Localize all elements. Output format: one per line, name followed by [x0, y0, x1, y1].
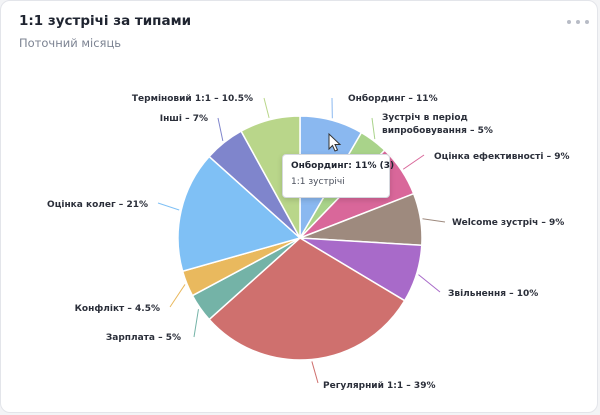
card-subtitle: Поточний місяць [19, 36, 122, 50]
more-horizontal-icon[interactable] [567, 17, 589, 27]
pie-slice[interactable] [177, 155, 302, 273]
leader-line [217, 117, 224, 142]
slice-label: Регулярний 1:1 – 39% [323, 381, 435, 391]
more-dot [576, 20, 580, 24]
leader-line [157, 202, 180, 211]
cursor-icon [328, 132, 342, 152]
tooltip-title: Онбординг: 11% (3) [291, 161, 395, 171]
leader-line [263, 97, 270, 119]
leader-line [418, 274, 441, 293]
card-title: 1:1 зустрічі за типами [19, 13, 192, 29]
slice-label: Терміновий 1:1 – 10.5% [132, 93, 253, 104]
slice-label: Звільнення – 10% [448, 288, 538, 299]
leader-line [193, 309, 199, 338]
slice-label: Інші – 7% [160, 113, 208, 124]
slice-label: Оцінка колег – 21% [47, 199, 148, 210]
slice-label: Конфлікт – 4.5% [75, 303, 160, 314]
pie-slice[interactable] [240, 115, 301, 239]
slice-label: Оцінка ефективності – 9% [434, 151, 570, 162]
leader-line [371, 117, 376, 140]
leader-line [422, 218, 446, 223]
tooltip-subtitle: 1:1 зустрічі [291, 177, 345, 187]
slice-label: Зарплата – 5% [106, 333, 181, 343]
more-dot [567, 20, 571, 24]
leader-line [169, 284, 186, 308]
pie-slice[interactable] [208, 237, 406, 361]
slice-label: Зустріч в період випробовування – 5% [382, 112, 493, 136]
leader-line [402, 154, 425, 170]
more-dot [585, 20, 589, 24]
chart-tooltip: Онбординг: 11% (3) 1:1 зустрічі [282, 154, 395, 198]
leader-line [311, 361, 319, 384]
slice-label: Welcome зустріч – 9% [452, 217, 564, 228]
slice-label: Онбординг – 11% [348, 93, 438, 104]
